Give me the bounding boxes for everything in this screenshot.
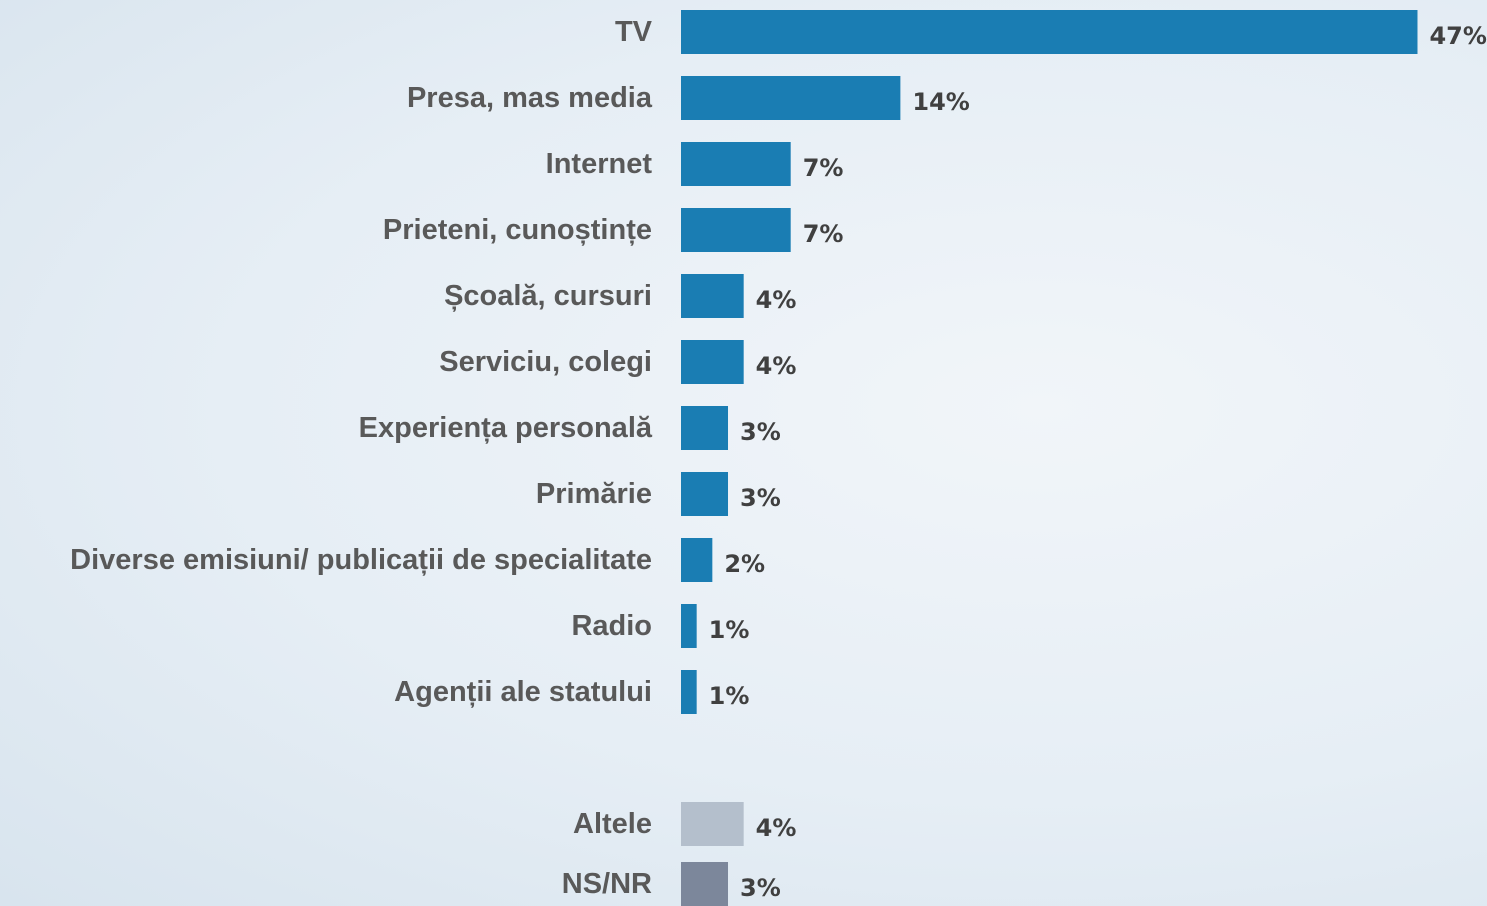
bar-prieteni-cunostinte — [681, 208, 791, 252]
category-label-radio: Radio — [571, 610, 652, 642]
value-label-altele: 4% — [756, 814, 797, 842]
value-label-agentii-ale-statului: 1% — [709, 682, 750, 710]
bars-layer — [681, 10, 1418, 906]
bar-radio — [681, 604, 697, 648]
value-label-tv: 47% — [1429, 22, 1486, 50]
category-label-prieteni-cunostinte: Prieteni, cunoștințe — [383, 214, 652, 246]
bar-altele — [681, 802, 744, 846]
value-label-presa-mas-media: 14% — [912, 88, 969, 116]
category-label-ns-nr: NS/NR — [562, 868, 652, 900]
category-label-scoala-cursuri: Școală, cursuri — [444, 280, 652, 312]
bar-diverse-emisiuni-publicatii-de-specialitate — [681, 538, 713, 582]
bar-agentii-ale-statului — [681, 670, 697, 714]
category-label-serviciu-colegi: Serviciu, colegi — [439, 346, 652, 378]
category-labels: TV Presa, mas media Internet Prieteni, cuno… — [70, 16, 653, 900]
bar-presa-mas-media — [681, 76, 901, 120]
category-label-primarie: Primărie — [536, 478, 652, 510]
value-label-radio: 1% — [709, 616, 750, 644]
value-label-prieteni-cunostinte: 7% — [803, 220, 844, 248]
value-label-primarie: 3% — [740, 484, 781, 512]
category-label-diverse-emisiuni-publicatii-de-specialitate: Diverse emisiuni/ publicații de speciali… — [70, 544, 652, 576]
value-label-ns-nr: 3% — [740, 874, 781, 902]
value-label-experienta-personala: 3% — [740, 418, 781, 446]
bar-primarie — [681, 472, 729, 516]
value-label-scoala-cursuri: 4% — [756, 286, 797, 314]
bar-tv — [681, 10, 1418, 54]
value-label-serviciu-colegi: 4% — [756, 352, 797, 380]
category-label-tv: TV — [615, 16, 653, 48]
category-label-agentii-ale-statului: Agenții ale statului — [394, 676, 652, 708]
category-label-altele: Altele — [573, 808, 652, 840]
bar-ns-nr — [681, 862, 729, 906]
bar-scoala-cursuri — [681, 274, 744, 318]
category-label-presa-mas-media: Presa, mas media — [407, 82, 653, 114]
category-label-experienta-personala: Experiența personală — [359, 412, 653, 444]
value-labels: 47% 14% 7% 7% 4% 4% 3% 3% 2% 1% 1% 4% 3% — [709, 22, 1487, 902]
bar-internet — [681, 142, 791, 186]
value-label-internet: 7% — [803, 154, 844, 182]
value-label-diverse-emisiuni-publicatii-de-specialitate: 2% — [724, 550, 765, 578]
bar-experienta-personala — [681, 406, 729, 450]
bar-serviciu-colegi — [681, 340, 744, 384]
category-label-internet: Internet — [546, 148, 653, 180]
